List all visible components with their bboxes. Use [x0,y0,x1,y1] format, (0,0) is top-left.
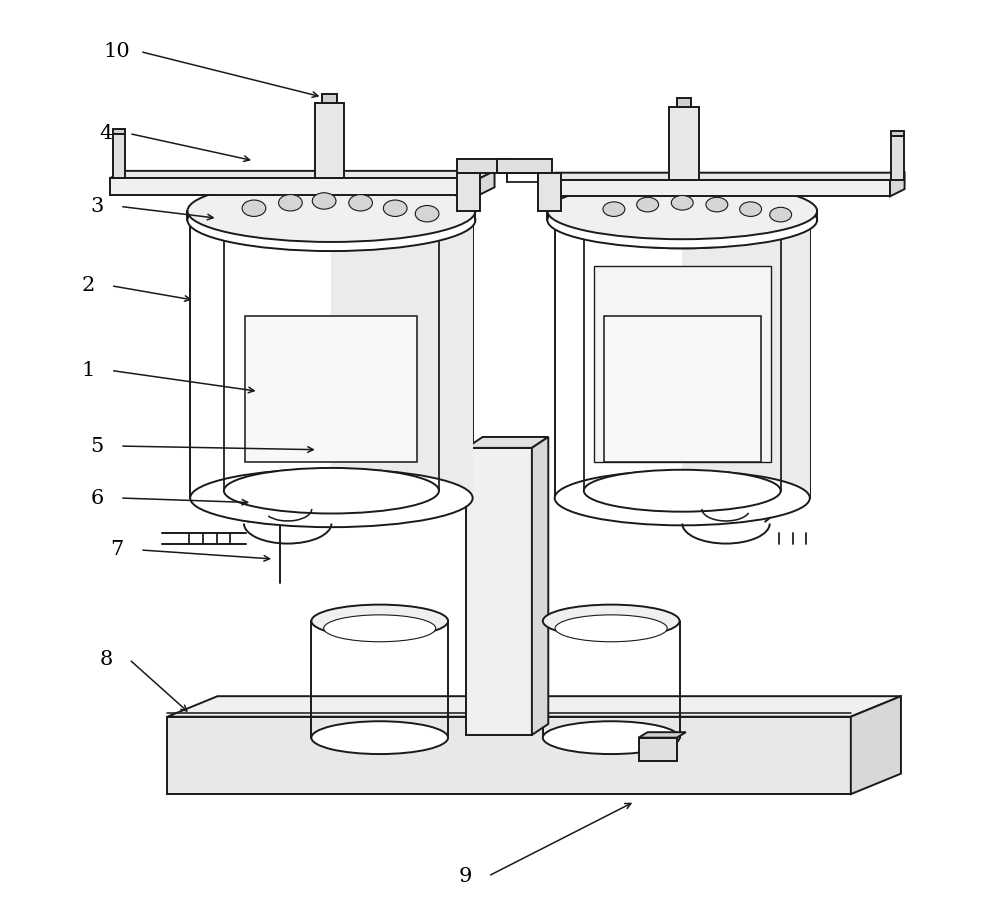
Ellipse shape [187,189,475,251]
Polygon shape [110,178,480,195]
Ellipse shape [324,615,436,642]
Text: 3: 3 [91,197,104,216]
Bar [113,134,125,178]
Polygon shape [331,220,473,498]
Bar [891,131,904,136]
Ellipse shape [671,196,693,210]
Polygon shape [540,173,905,180]
Bar [594,266,771,462]
Polygon shape [480,171,495,195]
Ellipse shape [279,195,302,211]
Text: 4: 4 [100,124,113,143]
Polygon shape [466,437,548,448]
Ellipse shape [770,207,792,222]
Polygon shape [890,173,905,197]
Text: 6: 6 [91,488,104,507]
Ellipse shape [543,721,680,754]
Polygon shape [851,696,901,794]
Ellipse shape [547,183,817,239]
Ellipse shape [349,195,372,211]
Ellipse shape [383,200,407,217]
Ellipse shape [543,605,680,637]
Bar [315,103,344,178]
Ellipse shape [584,207,781,249]
Ellipse shape [187,180,475,242]
Bar [891,136,904,180]
Polygon shape [682,220,810,498]
Polygon shape [540,180,890,197]
Polygon shape [639,732,686,738]
Ellipse shape [311,721,448,754]
Bar [466,448,532,735]
Bar [604,315,761,462]
Ellipse shape [224,205,439,250]
Ellipse shape [190,191,473,250]
Text: 7: 7 [111,540,124,559]
Text: 10: 10 [104,42,131,61]
Bar [538,173,561,211]
Text: 2: 2 [82,276,95,295]
Bar [245,315,417,462]
Ellipse shape [740,202,762,217]
Text: 9: 9 [459,866,472,886]
Bar [457,173,480,211]
Bar [497,159,552,173]
Ellipse shape [190,469,473,527]
Ellipse shape [242,200,266,217]
Bar [322,94,337,103]
Ellipse shape [555,471,810,526]
Ellipse shape [311,605,448,637]
Ellipse shape [637,197,659,212]
Polygon shape [532,437,548,735]
Ellipse shape [415,206,439,222]
Ellipse shape [603,202,625,217]
Text: 5: 5 [91,437,104,455]
Ellipse shape [224,468,439,514]
Polygon shape [110,171,495,178]
Ellipse shape [706,197,728,212]
Bar [677,98,691,107]
Bar [457,159,512,173]
Ellipse shape [555,615,667,642]
Polygon shape [167,717,851,794]
Ellipse shape [547,192,817,249]
Ellipse shape [584,470,781,512]
Bar [669,107,699,180]
Text: 8: 8 [100,650,113,669]
Bar [639,738,677,761]
Ellipse shape [555,193,810,248]
Ellipse shape [312,193,336,209]
Polygon shape [167,696,901,717]
Bar [113,129,125,134]
Text: 1: 1 [81,361,95,380]
